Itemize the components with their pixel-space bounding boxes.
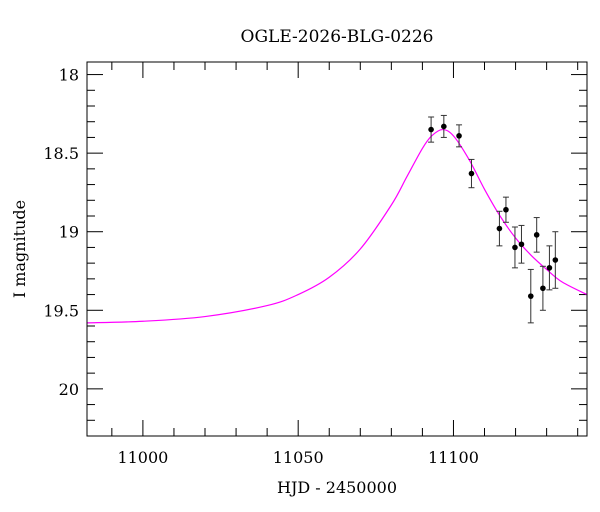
- x-tick-labels: 11000 11050 11100: [117, 448, 478, 467]
- data-point: [511, 226, 518, 269]
- data-point: [539, 265, 546, 311]
- x-tick-label: 11000: [117, 448, 168, 467]
- data-point: [502, 196, 509, 223]
- point-marker: [546, 265, 553, 271]
- point-marker: [503, 206, 509, 213]
- data-point: [496, 210, 503, 247]
- point-marker: [518, 241, 525, 248]
- point-marker: [533, 232, 540, 238]
- y-axis-label: I magnitude: [10, 200, 29, 298]
- point-marker: [468, 170, 475, 177]
- y-tick-label: 19.5: [43, 301, 79, 320]
- point-marker: [441, 123, 447, 130]
- y-tick-label: 18.5: [43, 144, 79, 163]
- y-tick-label: 20: [59, 380, 79, 399]
- model-curve: [86, 128, 588, 324]
- point-marker: [456, 133, 462, 139]
- data-point: [468, 158, 475, 189]
- point-marker: [552, 257, 559, 263]
- y-tick-labels: 18 18.5 19 19.5 20: [43, 66, 79, 399]
- data-point: [428, 116, 435, 143]
- point-marker: [527, 293, 534, 299]
- point-marker: [428, 126, 434, 133]
- data-point: [527, 268, 534, 324]
- data-point: [552, 231, 559, 289]
- x-axis-label: HJD - 2450000: [277, 478, 397, 497]
- data-point: [456, 124, 463, 148]
- data-point: [440, 114, 447, 138]
- chart-title: OGLE-2026-BLG-0226: [241, 27, 434, 47]
- point-marker: [496, 225, 503, 232]
- data-points: [428, 114, 559, 324]
- x-tick-label: 11100: [428, 448, 479, 467]
- data-point: [518, 224, 525, 264]
- axis-ticks: [87, 62, 587, 437]
- x-tick-label: 11050: [273, 448, 324, 467]
- point-marker: [512, 244, 518, 251]
- data-point: [546, 245, 553, 291]
- point-marker: [540, 285, 546, 292]
- data-point: [533, 217, 540, 253]
- y-tick-label: 18: [59, 66, 79, 85]
- y-tick-label: 19: [59, 223, 79, 242]
- plot-frame: [86, 61, 588, 437]
